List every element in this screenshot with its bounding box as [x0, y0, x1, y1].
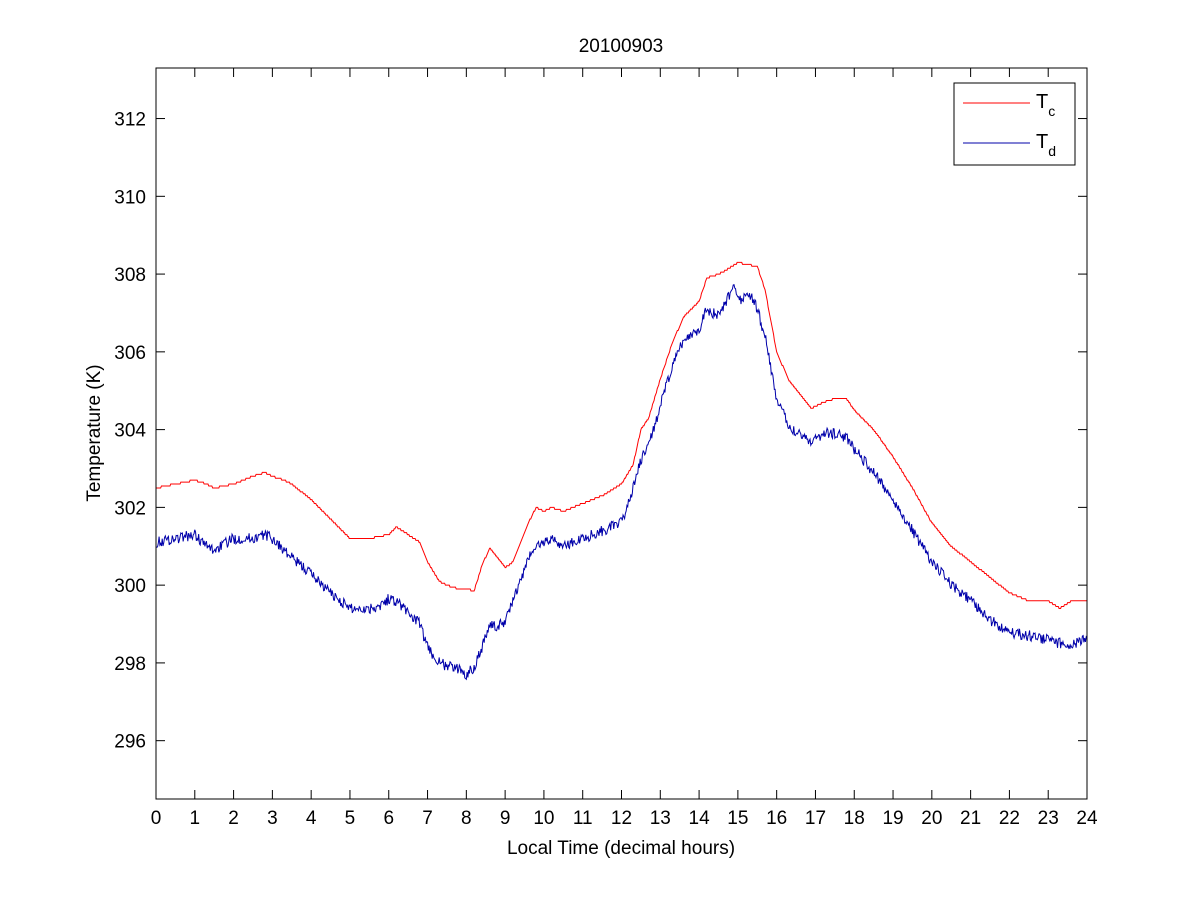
chart-title: 20100903 — [579, 36, 664, 57]
x-tick-label: 18 — [844, 808, 865, 829]
x-tick-label: 9 — [500, 808, 511, 829]
x-tick-label: 3 — [267, 808, 278, 829]
y-tick-label: 304 — [114, 421, 146, 442]
legend-label-tc-sub: c — [1048, 103, 1055, 119]
x-tick-label: 16 — [766, 808, 787, 829]
y-tick-label: 298 — [114, 654, 146, 675]
x-tick-label: 8 — [461, 808, 472, 829]
y-tick-label: 300 — [114, 576, 146, 597]
legend-label-td: Td — [1036, 131, 1056, 159]
y-tick-label: 308 — [114, 265, 146, 286]
x-tick-label: 4 — [306, 808, 317, 829]
legend: Tc Td — [953, 82, 1076, 166]
x-tick-label: 17 — [805, 808, 826, 829]
x-tick-label: 19 — [882, 808, 903, 829]
x-tick-label: 7 — [422, 808, 433, 829]
x-axis-label: Local Time (decimal hours) — [507, 838, 735, 859]
y-tick-label: 310 — [114, 187, 146, 208]
legend-box — [953, 82, 1076, 166]
x-tick-label: 23 — [1038, 808, 1059, 829]
series-layer — [155, 261, 1088, 681]
x-tick-label: 22 — [999, 808, 1020, 829]
legend-label-td-sub: d — [1048, 143, 1056, 159]
x-tick-label: 13 — [650, 808, 671, 829]
x-tick-label: 0 — [151, 808, 162, 829]
x-tick-label: 24 — [1076, 808, 1098, 829]
x-tick-label: 12 — [611, 808, 632, 829]
series-line-tc — [156, 261, 1087, 609]
y-tick-label: 306 — [114, 343, 146, 364]
x-tick-label: 11 — [573, 808, 593, 829]
x-tick-label: 10 — [533, 808, 554, 829]
x-tick-label: 6 — [383, 808, 394, 829]
x-tick-label: 15 — [727, 808, 748, 829]
y-tick-label: 302 — [114, 498, 146, 519]
x-tick-label: 2 — [228, 808, 239, 829]
x-tick-label: 1 — [190, 808, 201, 829]
legend-label-td-main: T — [1036, 131, 1048, 153]
y-tick-label: 296 — [114, 732, 146, 753]
x-tick-label: 14 — [689, 808, 711, 829]
x-tick-label: 21 — [960, 808, 981, 829]
ticks-layer: 0 1 2 3 4 5 6 7 8 9 10 11 12 13 14 15 16 17 18 19 20 21 22 23 24… — [114, 68, 1098, 829]
legend-label-tc-main: T — [1036, 91, 1048, 113]
x-tick-label: 5 — [345, 808, 356, 829]
x-tick-label: 20 — [921, 808, 942, 829]
y-tick-label: 312 — [114, 110, 146, 131]
series-line-td — [155, 283, 1088, 681]
y-axis-label: Temperature (K) — [84, 364, 105, 501]
plot-area — [156, 68, 1087, 799]
legend-label-tc: Tc — [1036, 91, 1055, 119]
